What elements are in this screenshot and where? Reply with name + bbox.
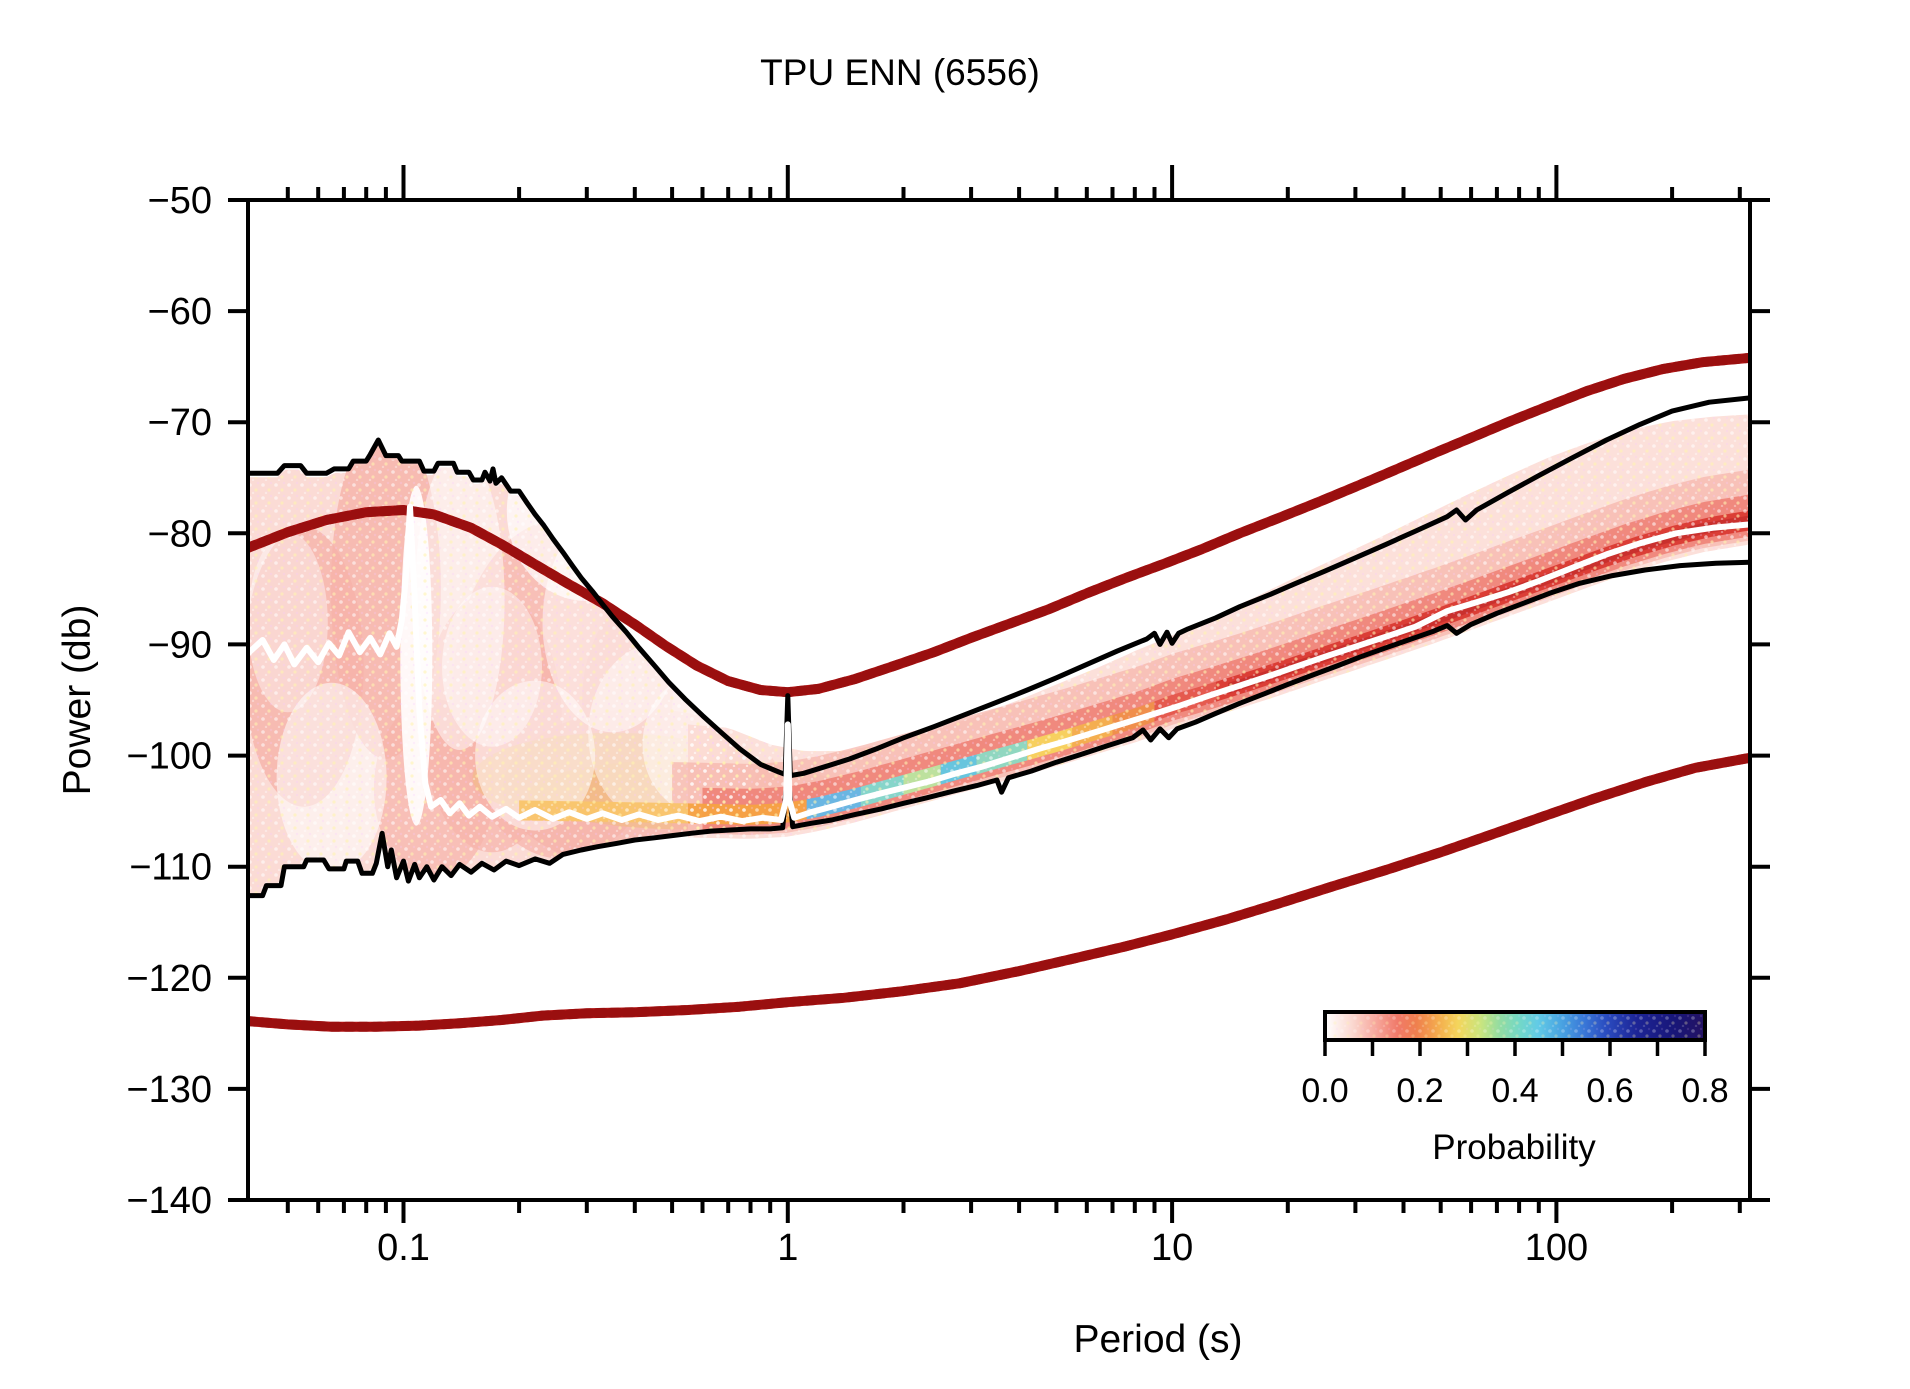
x-tick-label: 0.1 [377,1227,430,1269]
y-axis-label: Power (db) [56,604,99,796]
colorbar-label: Probability [1432,1128,1596,1167]
colorbar-tick-label: 0.4 [1491,1072,1538,1110]
probability-density-cloud [248,200,1750,1200]
plot-frame [246,198,1752,1202]
max-envelope-curve [248,395,1750,779]
y-tick-label: −130 [126,1069,212,1111]
y-tick-label: −100 [126,736,212,778]
y-tick-label: −50 [148,180,212,222]
colorbar-tick-label: 0.6 [1586,1072,1633,1110]
colorbar-tick-label: 0.2 [1396,1072,1443,1110]
y-tick-label: −80 [148,513,212,555]
x-tick-label: 100 [1525,1227,1588,1269]
y-tick-label: −60 [148,291,212,333]
mode-curve [248,503,1750,825]
y-tick-label: −120 [126,958,212,1000]
x-tick-label: 1 [777,1227,798,1269]
y-tick-label: −140 [126,1180,212,1222]
colorbar-tick-label: 0.8 [1681,1072,1728,1110]
x-tick-label: 10 [1151,1227,1193,1269]
x-axis-label: Period (s) [1073,1318,1243,1361]
y-tick-label: −70 [148,402,212,444]
colorbar-tick-label: 0.0 [1301,1072,1348,1110]
y-tick-label: −110 [129,847,212,889]
y-tick-label: −90 [148,624,212,666]
colorbar: 0.0 0.2 0.4 0.6 0.8 [1301,1010,1729,1110]
page-title: TPU ENN (6556) [760,52,1040,93]
